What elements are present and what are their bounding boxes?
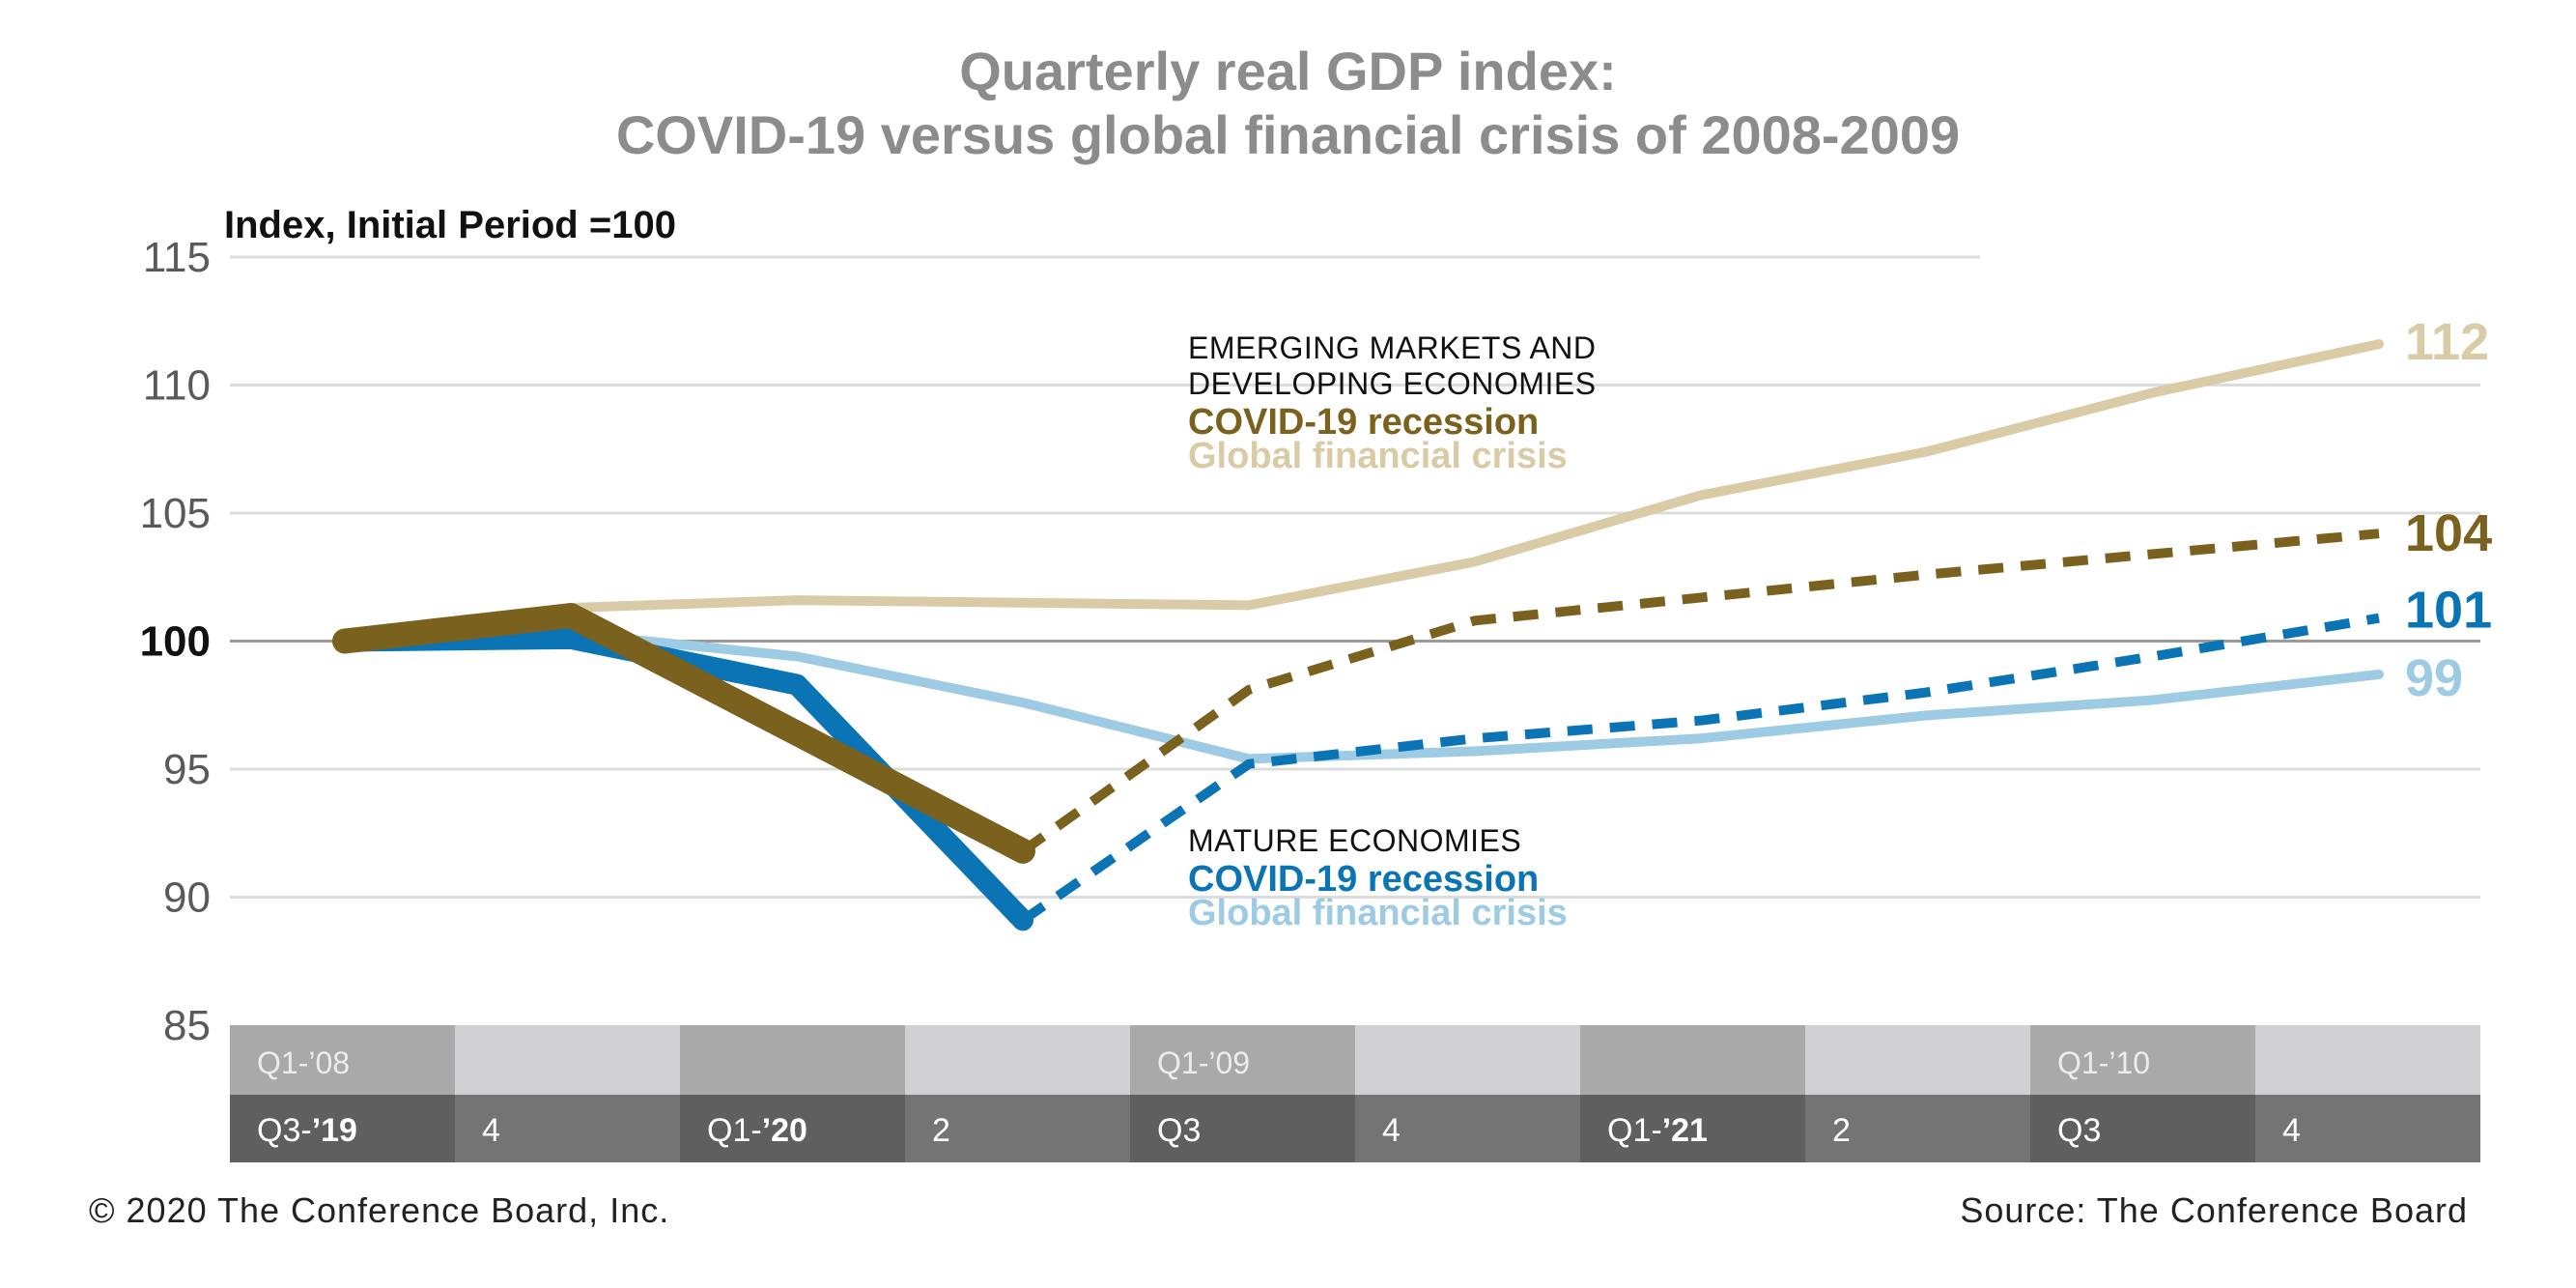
band-top-9 bbox=[2255, 1025, 2480, 1095]
y-tick-110: 110 bbox=[143, 362, 211, 410]
series-lines bbox=[332, 339, 2384, 931]
band-bottom-2 bbox=[680, 1095, 905, 1162]
source-text: Source: The Conference Board bbox=[1960, 1190, 2468, 1230]
emerging-header-line2: DEVELOPING ECONOMIES bbox=[1188, 365, 1597, 401]
y-axis-label: Index, Initial Period =100 bbox=[224, 204, 676, 246]
band-bottom-3 bbox=[905, 1095, 1130, 1162]
y-tick-95: 95 bbox=[163, 746, 211, 793]
series-line-3 bbox=[1020, 613, 2380, 925]
band-bottom-0 bbox=[230, 1095, 455, 1162]
mature-gfc-legend: Global financial crisis bbox=[1188, 893, 1568, 934]
end-label-0: 112 bbox=[2405, 313, 2489, 371]
x-tick-covid-6: Q1-’21 bbox=[1607, 1112, 1708, 1149]
x-tick-covid-0: Q3-’19 bbox=[257, 1112, 357, 1149]
y-tick-105: 105 bbox=[140, 490, 211, 537]
x-tick-covid-8: Q3 bbox=[2057, 1112, 2101, 1149]
y-tick-100: 100 bbox=[140, 618, 211, 666]
x-axis-bands: Q1-’08 Q3-’19 4 Q1-’20 2 Q1-’09 Q3 4 Q1-’21 2 Q1-’… bbox=[230, 1025, 2480, 1162]
y-axis-ticks: 85 90 95 100 105 110 115 bbox=[140, 234, 211, 1049]
x-tick-covid-3: 2 bbox=[932, 1112, 950, 1149]
band-top-0 bbox=[230, 1025, 455, 1095]
end-label-3: 101 bbox=[2405, 582, 2492, 640]
x-tick-covid-1: 4 bbox=[482, 1112, 500, 1149]
x-tick-gfc-0: Q1-’08 bbox=[257, 1045, 350, 1080]
band-bottom-9 bbox=[2255, 1095, 2480, 1162]
y-tick-85: 85 bbox=[163, 1002, 211, 1049]
y-tick-90: 90 bbox=[163, 874, 211, 922]
end-label-5: 104 bbox=[2405, 504, 2492, 562]
band-top-6 bbox=[1580, 1025, 1805, 1095]
x-tick-covid-9: 4 bbox=[2282, 1112, 2301, 1149]
gridlines bbox=[230, 255, 2480, 899]
mature-header-line1: MATURE ECONOMIES bbox=[1188, 823, 1522, 858]
band-bottom-6 bbox=[1580, 1095, 1805, 1162]
emerging-header-line1: EMERGING MARKETS AND bbox=[1188, 330, 1597, 365]
band-bottom-4 bbox=[1130, 1095, 1355, 1162]
emerging-annotation: EMERGING MARKETS AND DEVELOPING ECONOMIE… bbox=[1188, 330, 1597, 478]
band-top-3 bbox=[905, 1025, 1130, 1095]
mature-annotation: MATURE ECONOMIES COVID-19 recession Glob… bbox=[1188, 823, 1568, 935]
band-top-4 bbox=[1130, 1025, 1355, 1095]
emerging-covid-legend: COVID-19 recession bbox=[1188, 401, 1540, 443]
x-tick-covid-2: Q1-’20 bbox=[707, 1112, 807, 1149]
series-line-5 bbox=[1020, 529, 2380, 855]
emerging-gfc-legend: Global financial crisis bbox=[1188, 436, 1568, 477]
series-line-4 bbox=[332, 603, 1035, 864]
x-tick-gfc-8: Q1-’10 bbox=[2057, 1045, 2150, 1080]
chart-title-line1: Quarterly real GDP index: bbox=[959, 41, 1617, 101]
end-label-1: 99 bbox=[2405, 649, 2463, 707]
x-tick-covid-5: 4 bbox=[1382, 1112, 1401, 1149]
band-bottom-7 bbox=[1805, 1095, 2030, 1162]
x-tick-gfc-4: Q1-’09 bbox=[1157, 1045, 1250, 1080]
band-top-2 bbox=[680, 1025, 905, 1095]
band-top-5 bbox=[1355, 1025, 1580, 1095]
band-top-1 bbox=[455, 1025, 680, 1095]
mature-covid-legend: COVID-19 recession bbox=[1188, 858, 1540, 900]
copyright-text: © 2020 The Conference Board, Inc. bbox=[89, 1190, 670, 1230]
x-tick-covid-4: Q3 bbox=[1157, 1112, 1201, 1149]
series-line-0 bbox=[340, 339, 2384, 646]
band-top-7 bbox=[1805, 1025, 2030, 1095]
x-tick-covid-7: 2 bbox=[1832, 1112, 1851, 1149]
end-labels: 112 99 101 104 bbox=[2405, 313, 2492, 707]
band-bottom-1 bbox=[455, 1095, 680, 1162]
band-bottom-5 bbox=[1355, 1095, 1580, 1162]
y-tick-115: 115 bbox=[143, 234, 211, 281]
chart-title-line2: COVID-19 versus global financial crisis … bbox=[615, 104, 1961, 165]
band-bottom-8 bbox=[2030, 1095, 2255, 1162]
band-top-8 bbox=[2030, 1025, 2255, 1095]
